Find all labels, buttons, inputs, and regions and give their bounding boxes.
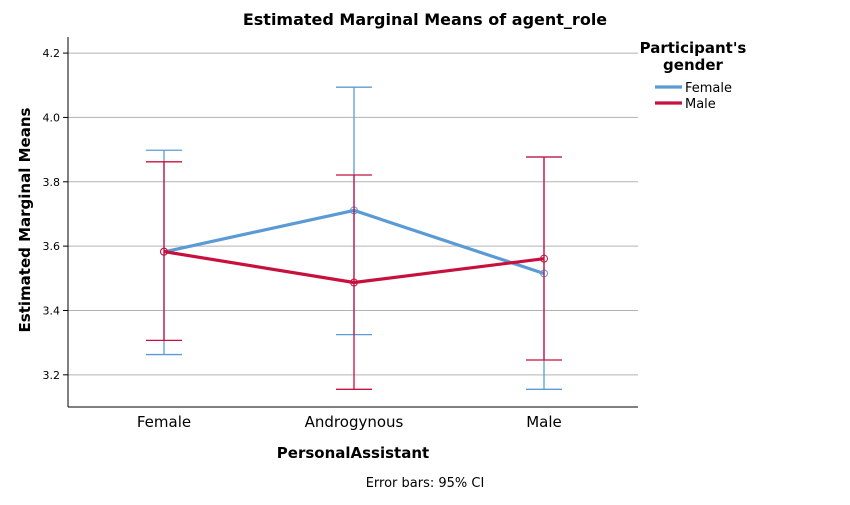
x-tick-label: Androgynous (305, 413, 404, 431)
y-tick-label: 3.8 (43, 176, 61, 189)
legend-label-male: Male (685, 97, 716, 112)
y-tick-label: 3.6 (43, 240, 61, 253)
series-layer (146, 86, 562, 390)
data-point-male (540, 254, 548, 263)
y-tick-label: 3.4 (43, 304, 61, 317)
series-line-male (163, 250, 545, 285)
legend-title-line2: gender (663, 56, 724, 74)
x-axis-title: PersonalAssistant (277, 444, 429, 462)
data-point-male (160, 247, 168, 256)
x-tick-labels: Female Androgynous Male (137, 413, 562, 431)
grid (63, 52, 638, 376)
series-male (146, 156, 562, 390)
axes (67, 37, 638, 408)
y-tick-label: 4.2 (43, 47, 61, 60)
legend-label-female: Female (685, 81, 732, 96)
chart-title: Estimated Marginal Means of agent_role (243, 10, 607, 29)
x-tick-label: Female (137, 413, 191, 431)
y-tick-labels: 3.2 3.4 3.6 3.8 4.0 4.2 (43, 47, 61, 382)
error-bars-note: Error bars: 95% CI (366, 476, 485, 491)
data-point-male (350, 278, 358, 287)
y-tick-label: 4.0 (43, 111, 61, 124)
x-tick-label: Male (526, 413, 562, 431)
legend-title-line1: Participant's (640, 39, 747, 57)
y-tick-label: 3.2 (43, 369, 61, 382)
y-axis-title: Estimated Marginal Means (16, 108, 34, 333)
